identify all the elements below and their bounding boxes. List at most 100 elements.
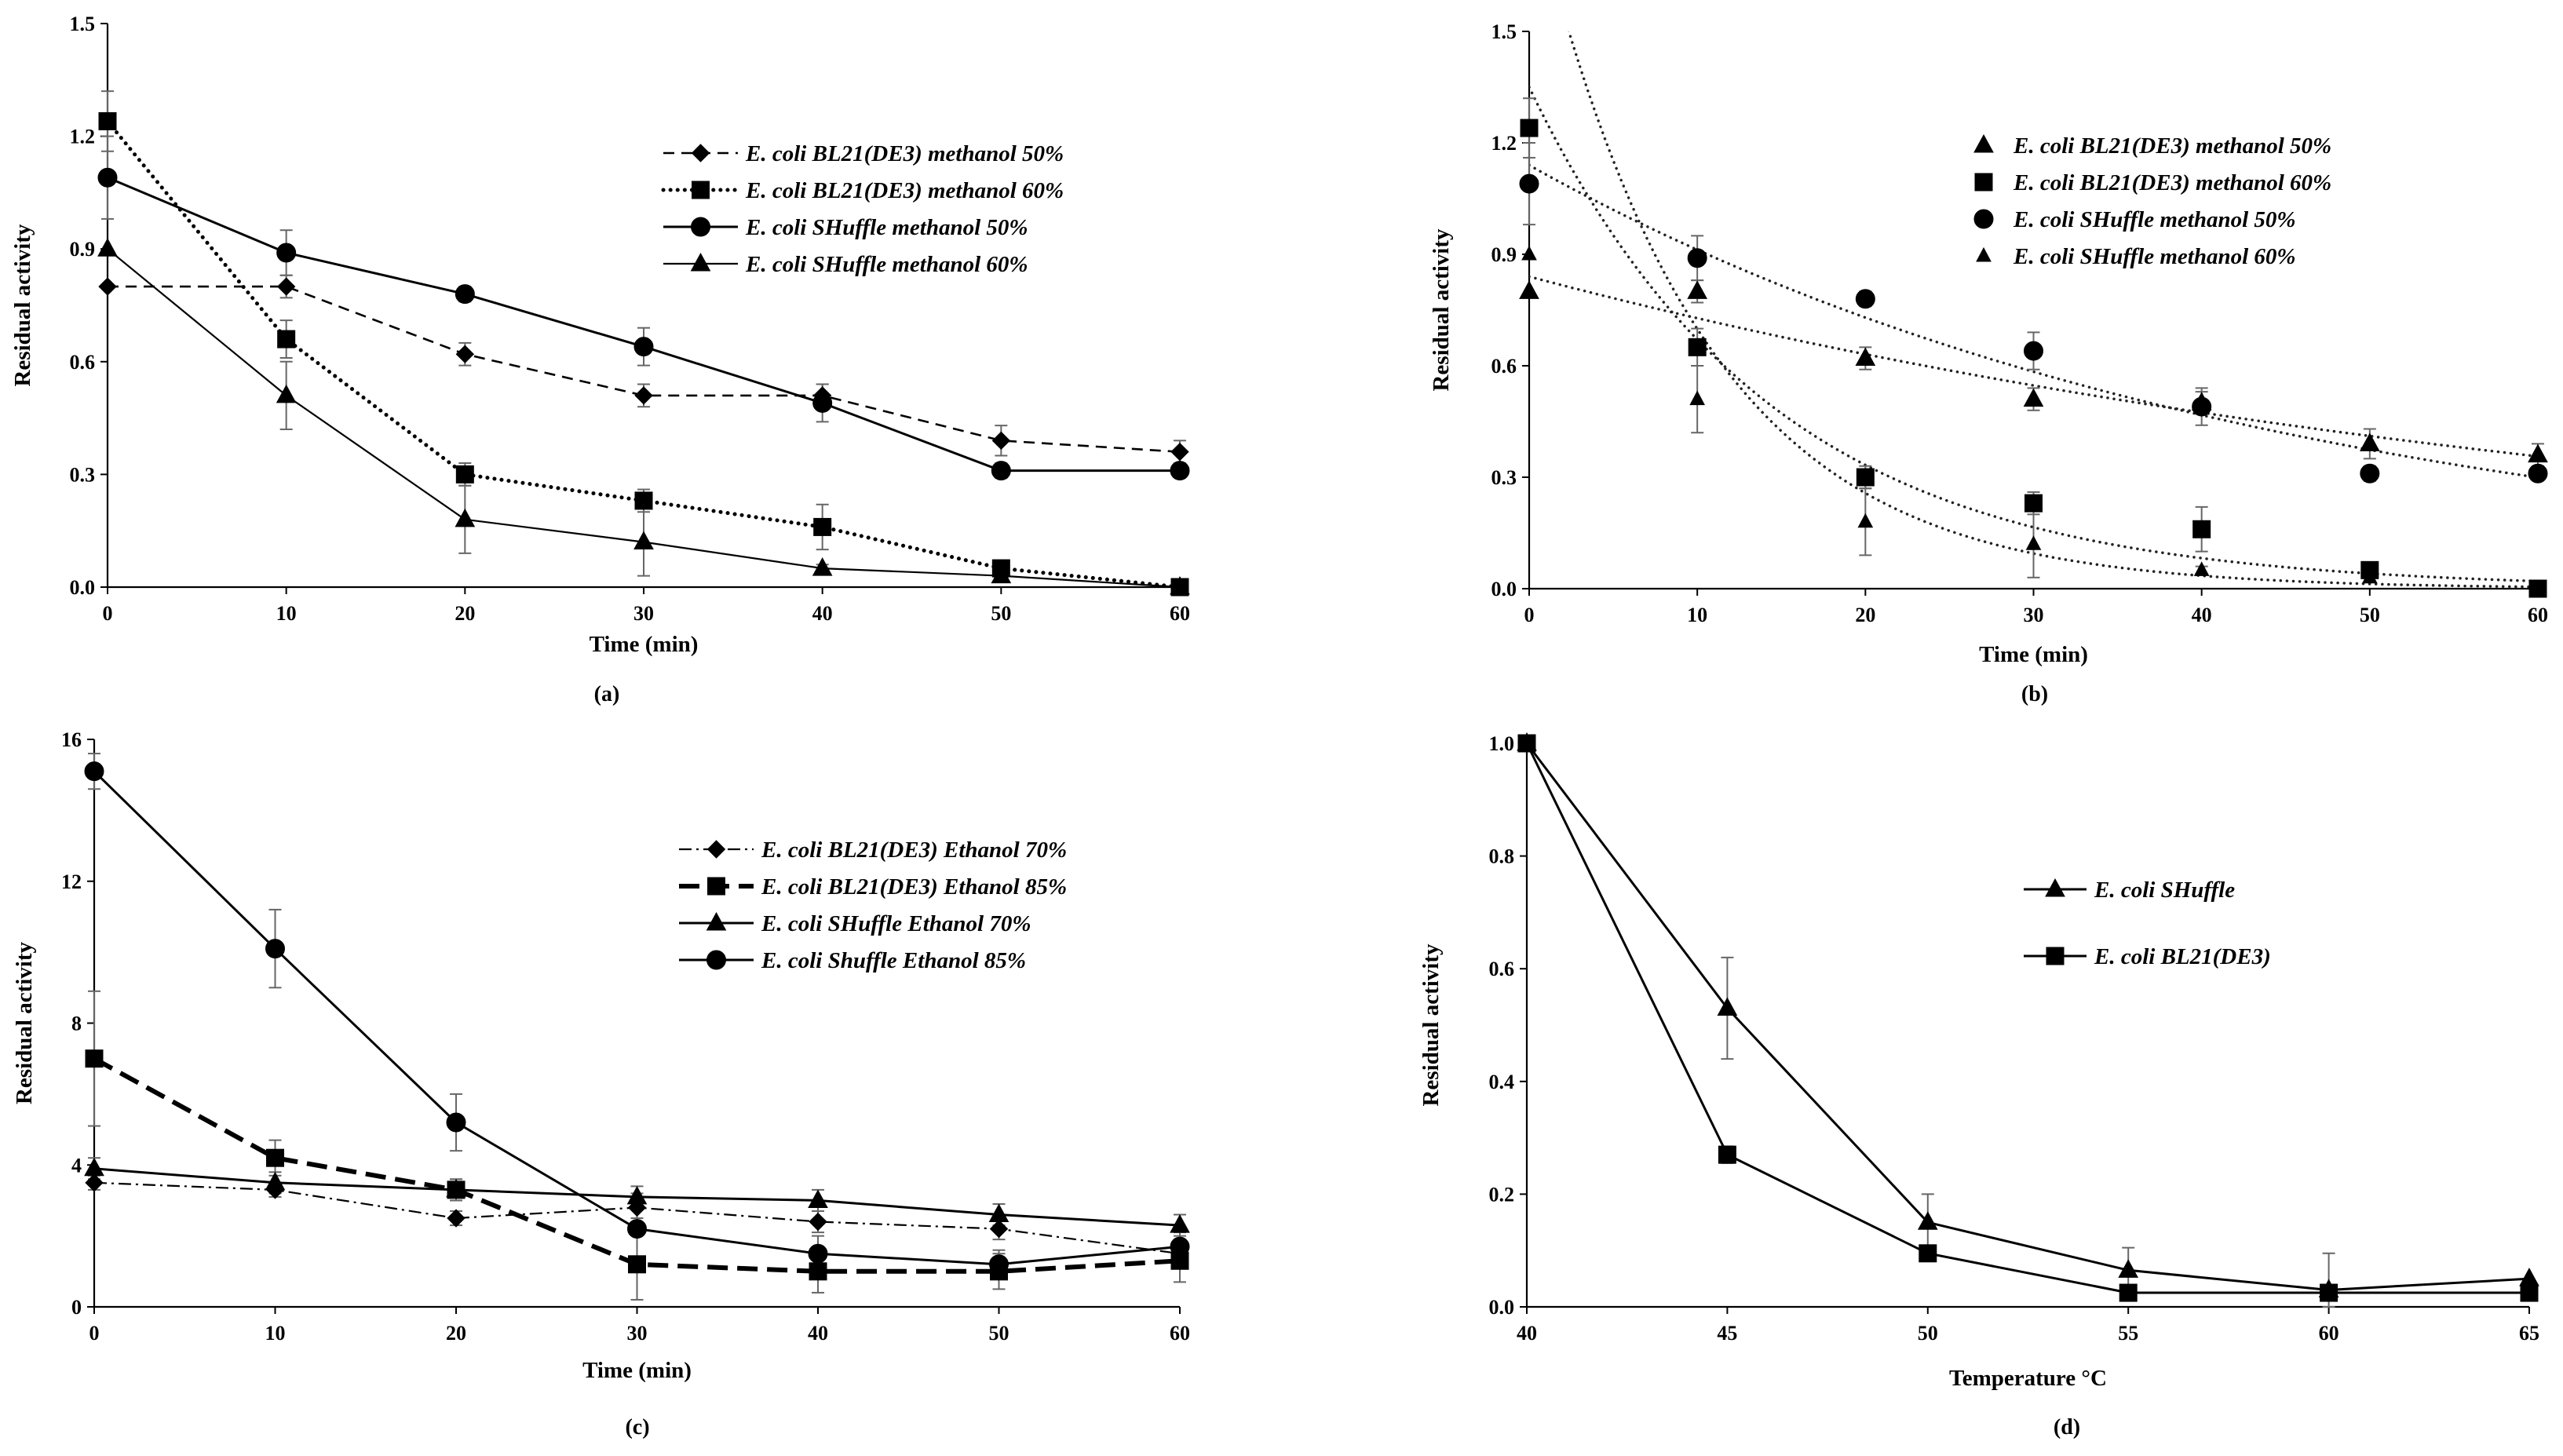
data-point [1517, 734, 1536, 753]
legend-label: E. coli SHuffle [2094, 878, 2235, 903]
x-tick-label: 50 [989, 1322, 1010, 1345]
y-tick-label: 0 [71, 1296, 82, 1319]
data-point [2118, 1259, 2139, 1278]
data-point [98, 111, 117, 130]
data-point [2119, 1283, 2138, 1302]
data-point [2359, 432, 2380, 451]
panel-label: (d) [2054, 1415, 2080, 1440]
x-tick-label: 40 [812, 602, 833, 625]
y-tick-label: 0.6 [1491, 355, 1517, 378]
x-tick-label: 50 [1918, 1322, 1938, 1345]
data-point [1689, 390, 1705, 406]
data-point [2023, 388, 2044, 407]
y-tick-label: 0.9 [1491, 243, 1517, 266]
data-point [1855, 289, 1875, 309]
data-point [265, 939, 285, 959]
x-tick-label: 40 [2192, 604, 2212, 626]
legend-label: E. coli BL21(DE3) methanol 60% [745, 178, 1064, 203]
x-axis-label: Time (min) [582, 1358, 692, 1383]
y-axis-label: Residual activity [1429, 228, 1454, 392]
legend-label: E. coli SHuffle Ethanol 70% [761, 911, 1031, 936]
data-point [1688, 338, 1707, 356]
legend: E. coli BL21(DE3) Ethanol 70% E. coli BL2… [679, 837, 1067, 973]
x-tick-label: 50 [991, 602, 1011, 625]
legend-marker [2045, 878, 2065, 897]
data-point [276, 243, 297, 263]
x-tick-label: 10 [265, 1322, 286, 1345]
data-point [2320, 1283, 2338, 1302]
x-tick-label: 60 [2528, 604, 2548, 626]
legend-label: E. coli BL21(DE3) methanol 50% [745, 141, 1064, 166]
x-tick-label: 45 [1717, 1322, 1737, 1345]
y-tick-label: 12 [61, 870, 82, 893]
data-point [2360, 463, 2380, 484]
data-point [633, 531, 654, 550]
legend-label: E. coli BL21(DE3) [2094, 944, 2271, 969]
y-axis-label: Residual activity [12, 941, 37, 1104]
panel-label: (b) [2021, 682, 2048, 706]
data-point [991, 461, 1011, 481]
data-point [1917, 1211, 1938, 1230]
y-tick-label: 0.3 [70, 463, 96, 486]
data-point [2520, 1283, 2539, 1302]
data-point [276, 384, 297, 403]
x-tick-label: 50 [2360, 604, 2380, 626]
data-point [1170, 461, 1190, 481]
x-tick-label: 30 [627, 1322, 648, 1345]
panel-a-chart: 0.0 0.3 0.6 0.9 1.2 1.5 0 10 20 30 40 50 60 Time (min… [10, 13, 1190, 706]
panel-label: (a) [594, 682, 620, 706]
x-axis-label: Time (min) [1979, 642, 2088, 667]
legend-marker [1976, 246, 1992, 262]
data-point [85, 1173, 104, 1192]
legend-label: E. coli SHuffle methanol 60% [745, 252, 1028, 277]
x-tick-label: 40 [1517, 1322, 1537, 1345]
data-point [2193, 561, 2210, 576]
legend-label: E. coli SHuffle methanol 50% [2013, 207, 2296, 232]
data-point [1717, 997, 1738, 1016]
data-point [84, 761, 104, 782]
y-tick-label: 0.4 [1489, 1071, 1515, 1093]
data-point [447, 1209, 466, 1228]
y-tick-label: 16 [61, 728, 82, 751]
y-tick-label: 0.3 [1491, 466, 1517, 489]
data-point [633, 337, 654, 357]
data-point [446, 1112, 466, 1133]
data-point [1521, 245, 1537, 261]
data-point [808, 1189, 828, 1208]
data-point [988, 1203, 1010, 1223]
x-tick-label: 0 [89, 1322, 100, 1345]
x-tick-label: 20 [455, 602, 475, 625]
panel-d-chart: 0.0 0.2 0.4 0.6 0.8 1.0 40 45 50 55 60 65 Temperatur… [1418, 732, 2539, 1440]
data-point [266, 1148, 284, 1167]
data-point [809, 1212, 827, 1232]
y-tick-label: 0.0 [70, 576, 96, 599]
data-point [277, 330, 296, 348]
data-point [634, 491, 653, 510]
data-point [1170, 442, 1189, 462]
series-line [108, 285, 1181, 453]
y-tick-label: 0.6 [70, 351, 96, 374]
data-point [1855, 347, 1876, 367]
legend-label: E. coli BL21(DE3) Ethanol 85% [761, 874, 1067, 900]
data-point [1919, 1244, 1937, 1263]
x-tick-label: 65 [2519, 1322, 2539, 1345]
legend-marker [706, 840, 726, 859]
data-point [1856, 468, 1875, 487]
y-tick-label: 0.0 [1491, 578, 1517, 600]
legend-marker [691, 217, 710, 237]
y-axis-label: Residual activity [10, 224, 35, 387]
data-point [97, 167, 118, 188]
legend-label: E. coli BL21(DE3) Ethanol 70% [761, 837, 1067, 863]
data-point [813, 517, 832, 536]
legend-label: E. coli SHuffle methanol 60% [2013, 244, 2296, 269]
series-line [1525, 743, 2529, 1294]
x-axis-label: Temperature °C [1949, 1366, 2107, 1391]
y-tick-label: 0.6 [1489, 958, 1515, 980]
y-tick-label: 1.5 [1491, 20, 1517, 43]
data-point [989, 1254, 1009, 1275]
x-tick-label: 30 [633, 602, 654, 625]
data-point [85, 1049, 104, 1068]
data-point [626, 1185, 648, 1205]
data-point [2192, 520, 2211, 538]
